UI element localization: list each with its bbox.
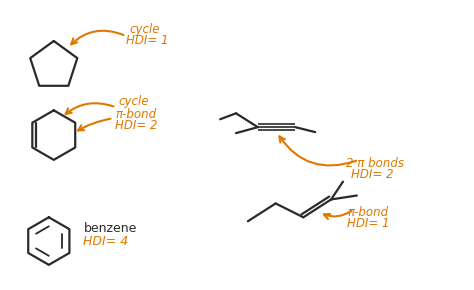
Text: HDI= 2: HDI= 2 [115, 119, 158, 132]
Text: π-bond: π-bond [115, 108, 156, 121]
Text: benzene: benzene [83, 222, 137, 235]
Text: HDI= 1: HDI= 1 [126, 34, 169, 47]
Text: HDI= 4: HDI= 4 [83, 235, 129, 248]
Text: cycle: cycle [118, 95, 149, 108]
Text: 2 π bonds: 2 π bonds [346, 157, 404, 170]
Text: cycle: cycle [129, 23, 160, 36]
Text: HDI= 2: HDI= 2 [351, 168, 393, 181]
Text: HDI= 1: HDI= 1 [347, 217, 390, 230]
Text: π-bond: π-bond [347, 206, 388, 219]
